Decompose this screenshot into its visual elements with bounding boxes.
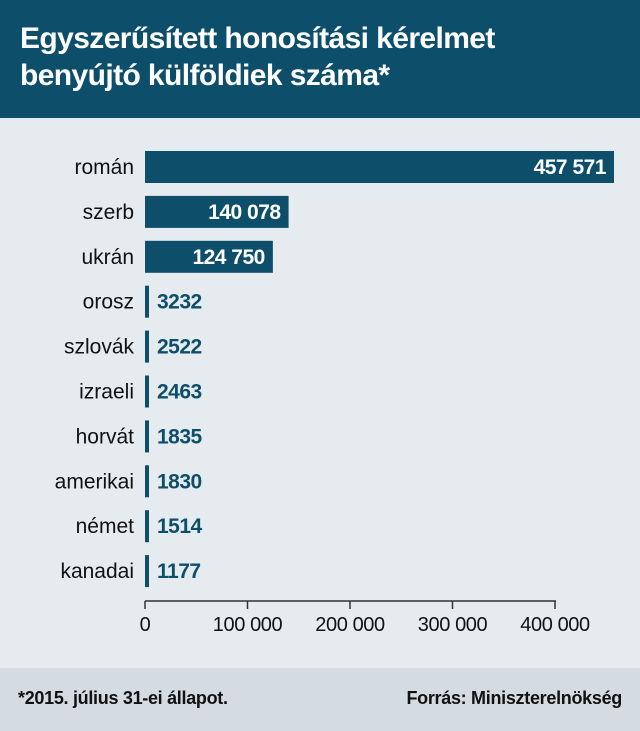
bar: [145, 420, 149, 453]
footnote: *2015. július 31-ei állapot.: [18, 688, 228, 708]
category-label: román: [74, 156, 134, 179]
category-label: német: [76, 515, 135, 538]
category-label: horvát: [76, 425, 135, 448]
value-label: 1514: [157, 515, 203, 538]
category-label: kanadai: [60, 560, 134, 583]
category-label: szlovák: [64, 336, 135, 359]
value-label: 3232: [157, 291, 202, 314]
x-tick-label: 400 000: [520, 614, 590, 636]
chart-plot-area: román 457 571 szerb 140 078 ukrán 124 750 oros…: [0, 118, 640, 668]
x-tick-label: 0: [140, 614, 151, 636]
value-label: 1835: [157, 425, 203, 448]
category-label: ukrán: [81, 246, 134, 269]
bar: [145, 555, 149, 588]
bar: [145, 151, 615, 183]
chart-header: Egyszerűsített honosítási kérelmet benyú…: [0, 0, 640, 118]
value-label: 457 571: [534, 156, 607, 179]
bar: [145, 465, 149, 498]
category-label: szerb: [83, 201, 134, 224]
x-tick-label: 200 000: [315, 614, 385, 636]
category-label: amerikai: [55, 470, 134, 493]
bar: [145, 240, 273, 273]
bar: [145, 285, 149, 318]
source-credit: Forrás: Miniszterelnökség: [406, 688, 622, 708]
category-label: orosz: [83, 291, 134, 314]
category-label: izraeli: [79, 381, 134, 404]
bar: [145, 330, 149, 363]
value-label: 2463: [157, 381, 202, 404]
value-label: 124 750: [192, 246, 264, 269]
chart-footer: *2015. július 31-ei állapot. Forrás: Min…: [0, 668, 640, 731]
chart-title: Egyszerűsített honosítási kérelmet benyú…: [20, 22, 495, 92]
bar: [145, 510, 149, 543]
value-label: 1177: [157, 560, 201, 583]
value-label: 140 078: [208, 201, 281, 224]
x-tick-label: 100 000: [213, 614, 283, 636]
value-label: 1830: [157, 470, 202, 493]
bar: [145, 375, 149, 408]
x-tick-label: 300 000: [418, 614, 488, 636]
bar-chart: román 457 571 szerb 140 078 ukrán 124 750 oros…: [55, 151, 615, 636]
value-label: 2522: [157, 336, 202, 359]
bar: [145, 195, 289, 228]
